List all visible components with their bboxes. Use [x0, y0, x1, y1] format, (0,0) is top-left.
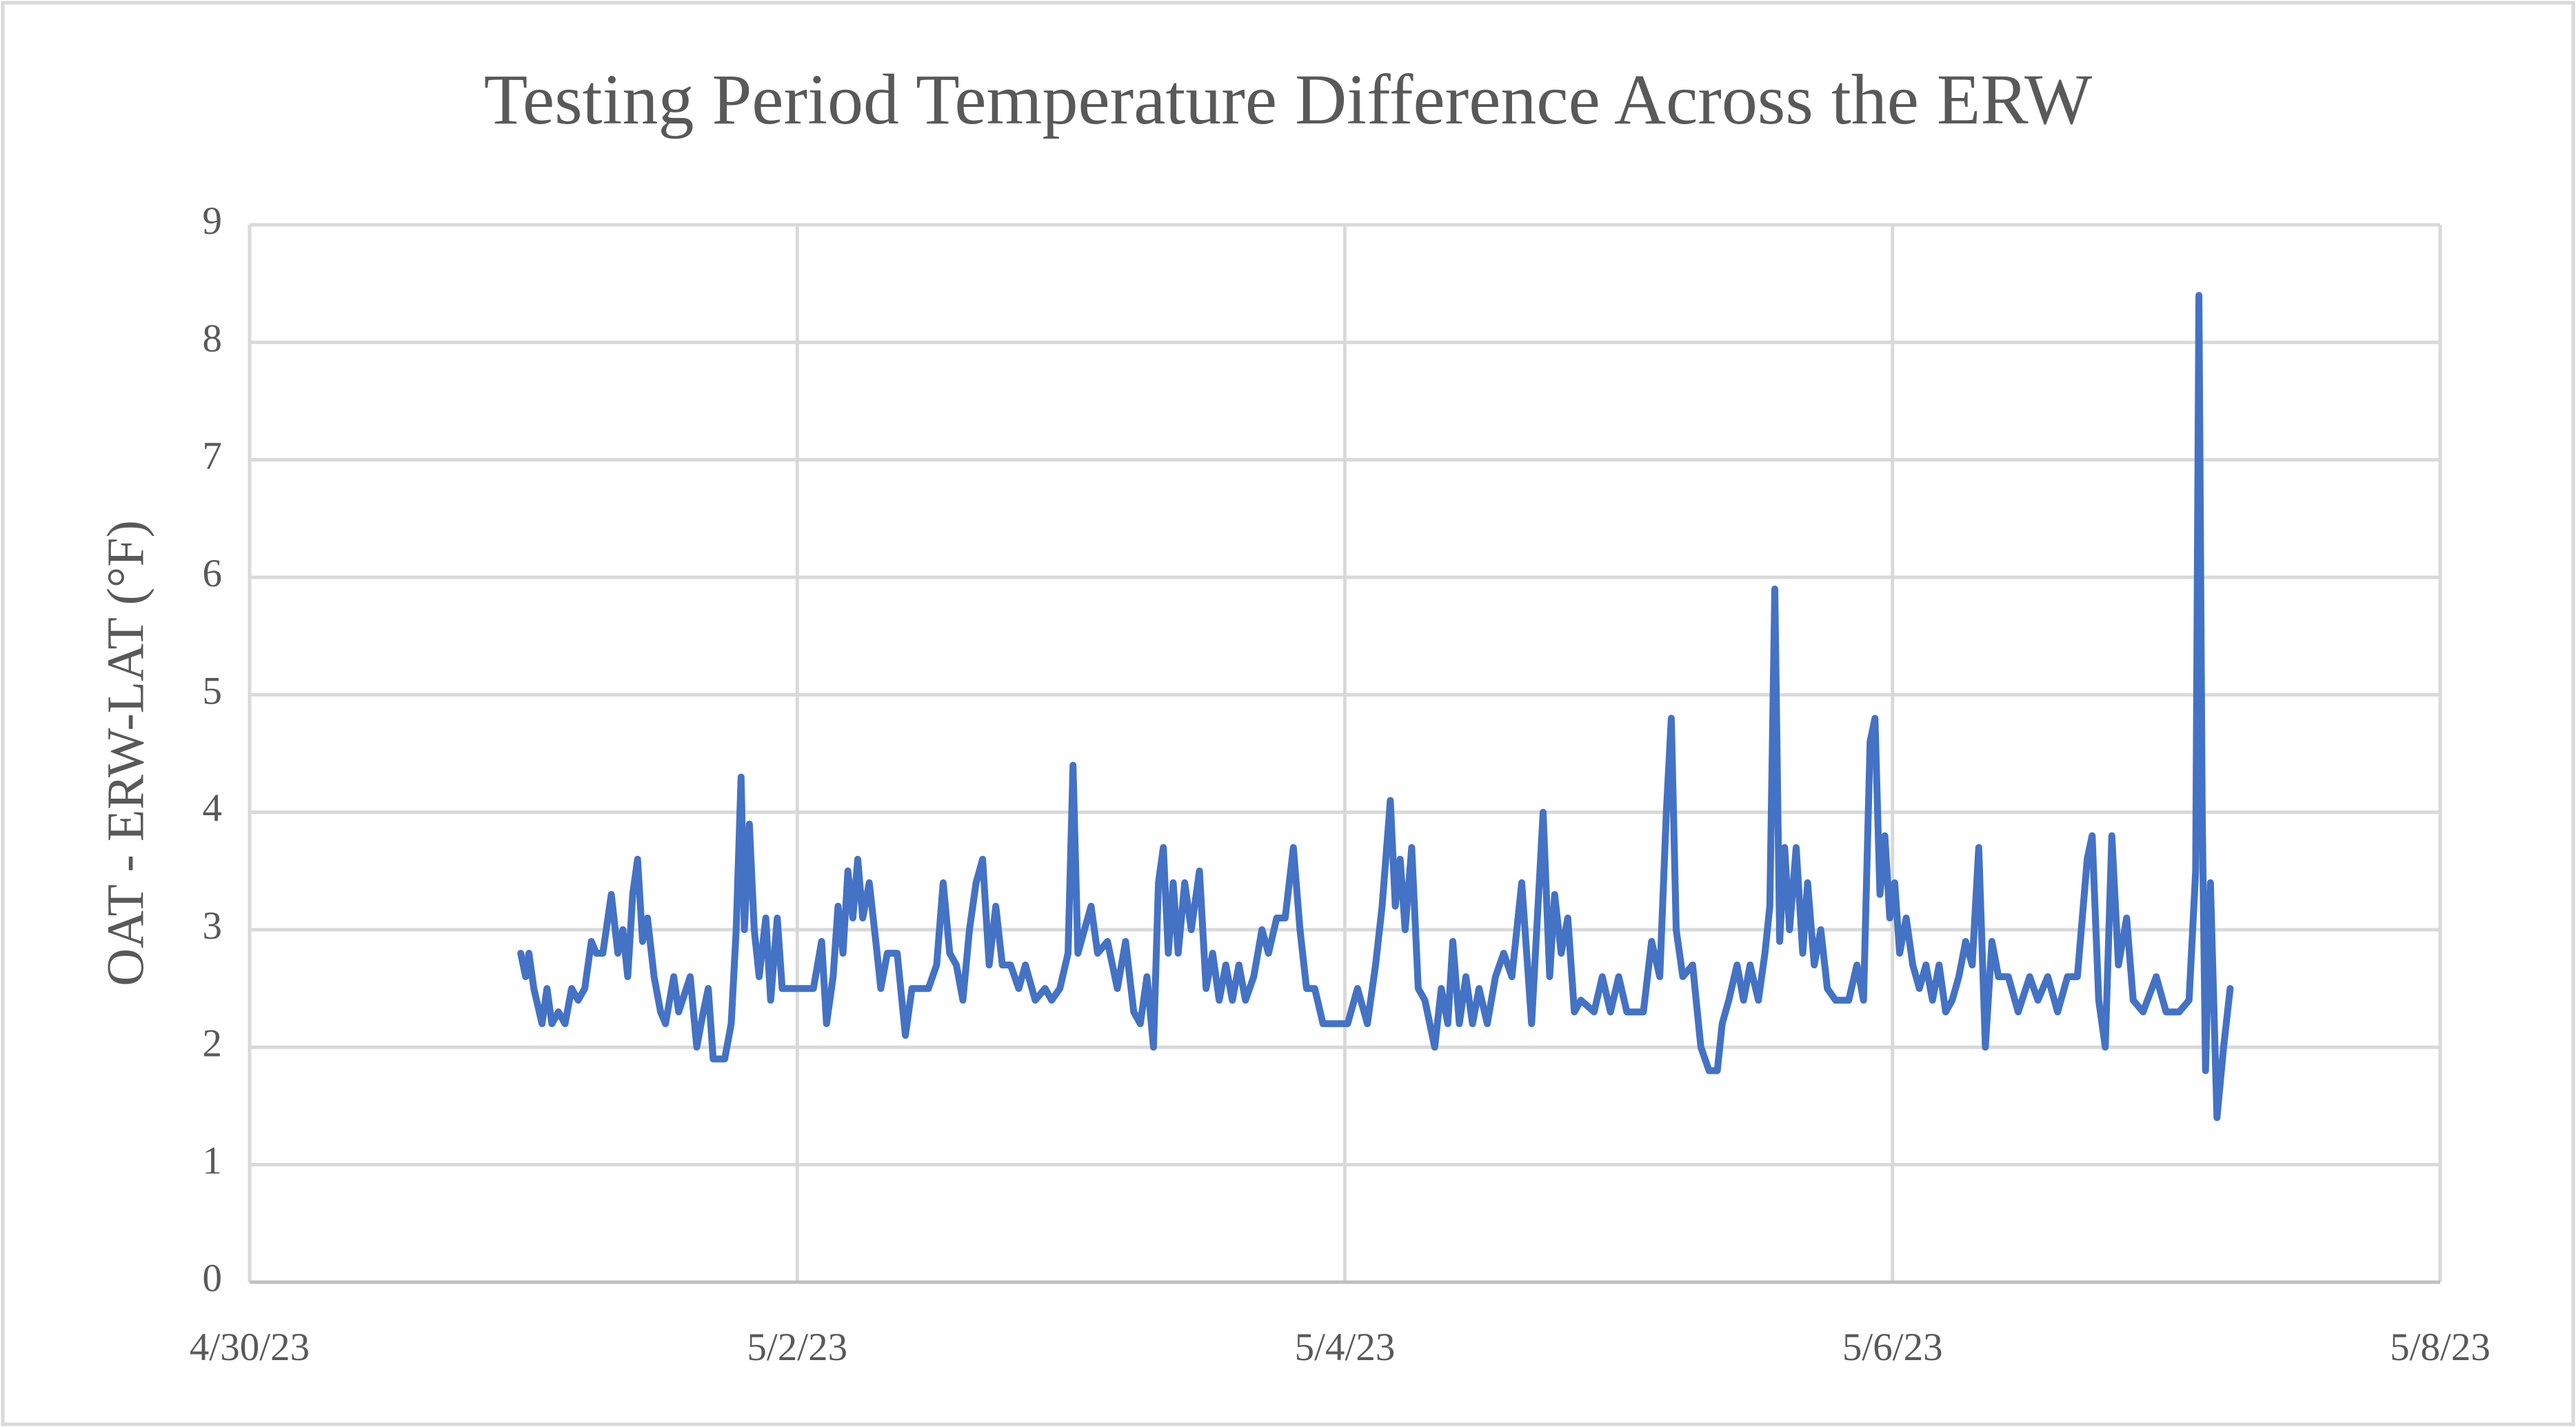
x-tick-label: 5/4/23 [1295, 1326, 1396, 1369]
y-tick-label: 4 [203, 787, 223, 830]
y-tick-label: 3 [203, 904, 223, 948]
y-tick-label: 8 [203, 317, 223, 360]
x-tick-label: 5/8/23 [2390, 1326, 2491, 1369]
chart-title: Testing Period Temperature Difference Ac… [484, 60, 2092, 139]
y-tick-label: 9 [203, 199, 223, 243]
x-tick-label: 5/6/23 [1842, 1326, 1943, 1369]
y-tick-label: 7 [203, 435, 223, 478]
y-tick-label: 6 [203, 552, 223, 595]
y-tick-label: 0 [203, 1257, 223, 1300]
y-axis-label: OAT - ERW-LAT (°F) [97, 520, 154, 986]
y-tick-label: 1 [203, 1139, 223, 1183]
data-line [517, 292, 2234, 1121]
y-tick-label: 2 [203, 1021, 223, 1065]
y-tick-label: 5 [203, 669, 223, 712]
x-tick-label: 5/2/23 [747, 1326, 847, 1369]
x-tick-label: 4/30/23 [190, 1326, 310, 1369]
